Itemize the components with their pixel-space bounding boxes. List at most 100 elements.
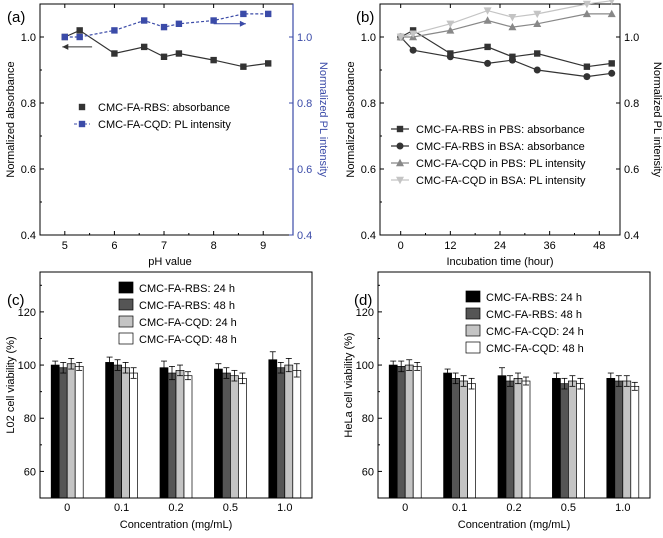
bar — [167, 372, 177, 499]
data-point — [160, 53, 168, 60]
bar — [552, 378, 561, 499]
legend-label: CMC-FA-RBS: 48 h — [139, 300, 235, 312]
legend: CMC-FA-RBS: absorbance CMC-FA-CQD: PL int… — [74, 102, 231, 131]
data-point — [264, 10, 272, 18]
data-point — [264, 60, 272, 67]
bar — [230, 375, 239, 499]
data-point — [175, 20, 183, 27]
data-point — [533, 10, 542, 19]
y-tick-label: 120 — [356, 307, 374, 319]
x-tick-label: 0.5 — [561, 502, 576, 514]
bar — [222, 372, 231, 499]
bar — [568, 380, 577, 499]
legend-label: CMC-FA-CQD: PL intensity — [98, 119, 231, 131]
bar — [50, 364, 60, 499]
bar — [467, 383, 476, 499]
legend-label: CMC-FA-CQD: 24 h — [139, 317, 237, 329]
x-tick-label: 12 — [444, 240, 456, 252]
data-point — [111, 27, 118, 34]
legend-swatch — [465, 341, 481, 354]
x-tick-label: 0 — [398, 240, 404, 252]
bar — [606, 378, 616, 499]
x-axis-label: Concentration (mg/mL) — [458, 519, 571, 531]
y-tick-label: 0.6 — [21, 164, 36, 176]
series-2 — [396, 9, 616, 41]
bar — [622, 380, 632, 499]
bar — [521, 380, 531, 499]
legend: CMC-FA-RBS: 24 h CMC-FA-RBS: 48 h CMC-FA-C… — [465, 290, 584, 355]
x-tick-label: 9 — [260, 240, 266, 252]
data-point — [160, 23, 168, 31]
y-tick-label: 100 — [356, 360, 374, 372]
bar — [58, 367, 68, 499]
legend-marker — [396, 125, 404, 133]
y-tick-label: 0.8 — [21, 98, 36, 110]
legend-label: CMC-FA-RBS in BSA: absorbance — [416, 141, 585, 153]
x-tick-label: 1.0 — [277, 502, 292, 514]
x-tick-label: 8 — [211, 240, 217, 252]
y-tick-label: 80 — [362, 413, 374, 425]
legend-swatch — [465, 290, 481, 303]
legend-marker — [396, 176, 404, 185]
bar — [497, 375, 507, 499]
y-tick-label-right: 0.6 — [297, 164, 312, 176]
data-point — [210, 56, 217, 64]
x-axis-label: Incubation time (hour) — [447, 256, 554, 268]
legend-marker — [78, 103, 86, 111]
bar — [159, 367, 169, 499]
bar — [451, 378, 460, 499]
series-line — [400, 13, 612, 38]
data-point — [210, 17, 217, 24]
x-tick-label: 0 — [64, 502, 70, 514]
panel-label: (c) — [7, 292, 25, 309]
legend-label: CMC-FA-CQD: 48 h — [139, 334, 237, 346]
data-point — [396, 33, 405, 42]
x-tick-label: 48 — [593, 240, 605, 252]
legend-swatch — [118, 332, 134, 345]
data-point — [111, 50, 118, 57]
data-point — [582, 9, 591, 18]
legend-label: CMC-FA-CQD in PBS: PL intensity — [416, 158, 586, 170]
legend: CMC-FA-RBS: 24 h CMC-FA-RBS: 48 h CMC-FA-C… — [118, 281, 237, 346]
data-point — [534, 50, 541, 57]
data-point — [446, 26, 455, 34]
bar — [183, 375, 193, 499]
arrow-left-head — [62, 43, 69, 50]
y-tick-label-right: 0.4 — [624, 230, 639, 242]
legend-label: CMC-FA-RBS in PBS: absorbance — [416, 124, 585, 136]
panel-label: (a) — [7, 9, 25, 26]
x-tick-label: 0.5 — [223, 502, 238, 514]
y-tick-label: 1.0 — [21, 32, 36, 44]
data-point — [240, 10, 247, 18]
data-point — [607, 9, 616, 18]
bar — [74, 366, 84, 499]
data-point — [582, 0, 591, 9]
x-tick-label: 6 — [111, 240, 117, 252]
legend-swatch — [465, 307, 481, 320]
bar — [129, 372, 138, 499]
legend-label: CMC-FA-RBS: absorbance — [98, 102, 230, 114]
legend-marker — [78, 120, 86, 128]
bar — [175, 370, 185, 499]
y-tick-label: 80 — [24, 413, 36, 425]
y-tick-label: 60 — [362, 466, 374, 478]
data-point — [508, 22, 517, 31]
panel-c: (c) Concentration (mg/mL) L02 cell viabili… — [5, 271, 313, 531]
y-tick-label: 0.4 — [21, 230, 36, 242]
data-point — [446, 20, 455, 28]
data-point — [508, 14, 517, 22]
bar — [276, 367, 286, 499]
x-tick-label: 0.1 — [114, 502, 129, 514]
data-point — [175, 50, 183, 57]
x-tick-label: 7 — [161, 240, 167, 252]
series-line — [64, 29, 269, 68]
legend-label: CMC-FA-CQD: 48 h — [486, 343, 584, 355]
data-point — [583, 73, 591, 81]
legend-swatch — [118, 298, 134, 311]
data-point — [76, 27, 83, 34]
y-axis-label: L02 cell viability (%) — [5, 336, 17, 433]
data-point — [76, 33, 83, 41]
data-point — [608, 69, 616, 77]
bar — [560, 383, 569, 499]
data-point — [608, 60, 615, 67]
